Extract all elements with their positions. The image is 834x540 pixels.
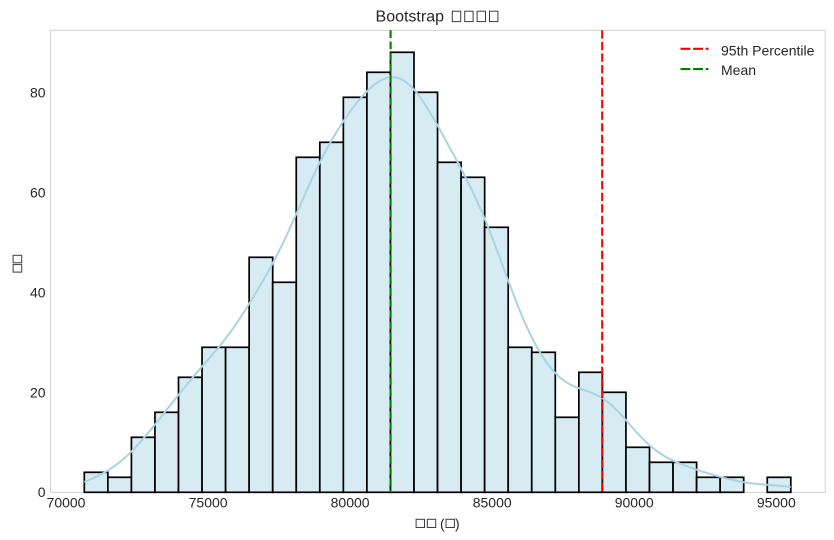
svg-text:70000: 70000 xyxy=(47,494,86,510)
svg-text:80000: 80000 xyxy=(331,494,370,510)
svg-text:Mean: Mean xyxy=(721,62,756,78)
svg-text:85000: 85000 xyxy=(473,494,512,510)
svg-text:20: 20 xyxy=(30,384,46,400)
svg-text:75000: 75000 xyxy=(189,494,228,510)
svg-text:(: ( xyxy=(440,515,445,531)
svg-text:0: 0 xyxy=(38,484,46,500)
svg-text:95th Percentile: 95th Percentile xyxy=(721,42,815,58)
svg-text:90000: 90000 xyxy=(615,494,654,510)
svg-text:80: 80 xyxy=(30,84,46,100)
svg-text:Bootstrap: Bootstrap xyxy=(376,9,445,26)
svg-text:): ) xyxy=(455,515,460,531)
svg-text:60: 60 xyxy=(30,184,46,200)
svg-text:95000: 95000 xyxy=(757,494,796,510)
svg-text:40: 40 xyxy=(30,284,46,300)
